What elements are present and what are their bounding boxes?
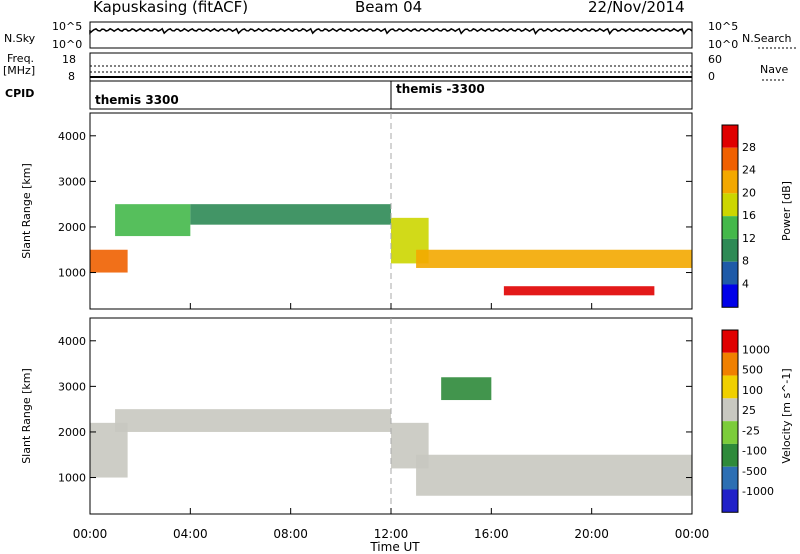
power-colorbar-tick: 28 [742, 141, 756, 154]
xtick-label: 16:00 [474, 527, 509, 541]
velocity-colorbar-seg [722, 421, 738, 444]
freq-tick-bottom: 8 [68, 70, 75, 83]
power-colorbar-frame [721, 124, 739, 308]
power-colorbar-seg [722, 238, 738, 262]
velocity-colorbar-seg [722, 352, 738, 376]
beam-label: Beam 04 [355, 0, 423, 16]
xtick-label: 20:00 [574, 527, 609, 541]
nave-tick-bottom: 0 [708, 70, 715, 83]
power-colorbar-seg [722, 170, 738, 194]
station-title: Kapuskasing (fitACF) [93, 0, 249, 16]
velocity-ytick-label: 2000 [58, 426, 86, 439]
power-ytick-label: 1000 [58, 267, 86, 280]
power-ytick-label: 4000 [58, 130, 86, 143]
cpid-segment-2: themis -3300 [396, 82, 485, 96]
freq-unit-label: [MHz] [3, 64, 36, 77]
power-colorbar-tick: 20 [742, 186, 756, 199]
velocity-colorbar-tick: -500 [742, 465, 767, 478]
power-colorbar-seg [722, 261, 738, 285]
velocity-colorbar-seg [722, 375, 738, 399]
power-colorbar-seg [722, 193, 738, 217]
velocity-band-1 [115, 409, 391, 432]
velocity-colorbar-tick: -1000 [742, 485, 774, 498]
nsearch-label: N.Search [742, 32, 792, 45]
nsky-tick-top: 10^5 [52, 20, 83, 33]
nave-tick-top: 60 [708, 53, 722, 66]
freq-tick-top: 18 [62, 53, 76, 66]
velocity-ytick-label: 4000 [58, 335, 86, 348]
power-colorbar-seg [722, 125, 738, 148]
power-band-5 [503, 286, 655, 296]
power-ytick-label: 3000 [58, 175, 86, 188]
cpid-segment-1: themis 3300 [95, 93, 179, 107]
velocity-colorbar-tick: 1000 [742, 343, 770, 356]
nsearch-tick-bottom: 10^0 [708, 38, 739, 51]
power-colorbar-tick: 12 [742, 232, 756, 245]
xtick-label: 08:00 [273, 527, 308, 541]
velocity-ytick-label: 1000 [58, 472, 86, 485]
velocity-ylabel: Slant Range [km] [20, 368, 33, 464]
power-colorbar-seg [722, 216, 738, 239]
velocity-colorbar-seg [722, 398, 738, 422]
nsky-tick-bottom: 10^0 [52, 38, 83, 51]
nsky-label: N.Sky [4, 32, 36, 45]
velocity-colorbar-seg [722, 443, 738, 467]
velocity-colorbar-tick: 500 [742, 364, 763, 377]
power-band-1 [115, 204, 191, 237]
velocity-colorbar-tick: 25 [742, 404, 756, 417]
xtick-label: 12:00 [374, 527, 409, 541]
velocity-colorbar-seg [722, 330, 738, 353]
nsearch-tick-top: 10^5 [708, 20, 739, 33]
power-colorbar-seg [722, 284, 738, 308]
power-colorbar-tick: 4 [742, 277, 749, 290]
power-colorbar-tick: 8 [742, 255, 749, 268]
power-band-2 [190, 204, 391, 225]
xaxis-label: Time UT [369, 540, 420, 554]
power-ytick-label: 2000 [58, 221, 86, 234]
velocity-ytick-label: 3000 [58, 380, 86, 393]
power-band-0 [90, 249, 128, 273]
xtick-label: 00:00 [675, 527, 710, 541]
velocity-band-4 [441, 377, 492, 401]
velocity-colorbar-tick: -100 [742, 445, 767, 458]
freq-label: Freq. [7, 52, 35, 65]
velocity-band-3 [416, 454, 692, 496]
velocity-colorbar-frame [721, 329, 739, 513]
velocity-colorbar-seg [722, 489, 738, 513]
xtick-label: 04:00 [173, 527, 208, 541]
nave-label: Nave [760, 63, 789, 76]
velocity-colorbar-label: Velocity [m s^-1] [780, 368, 793, 463]
cpid-label: CPID [5, 87, 35, 100]
power-colorbar-label: Power [dB] [780, 181, 793, 241]
power-colorbar-tick: 24 [742, 164, 756, 177]
date-label: 22/Nov/2014 [588, 0, 685, 16]
power-band-4 [416, 249, 692, 268]
power-ylabel: Slant Range [km] [20, 163, 33, 259]
nsky-trace [89, 27, 693, 36]
xtick-label: 00:00 [73, 527, 108, 541]
power-colorbar-tick: 16 [742, 209, 756, 222]
power-colorbar-seg [722, 147, 738, 171]
velocity-colorbar-seg [722, 466, 738, 490]
nsky-strip [89, 21, 693, 49]
velocity-colorbar-tick: -25 [742, 424, 760, 437]
velocity-colorbar-tick: 100 [742, 384, 763, 397]
